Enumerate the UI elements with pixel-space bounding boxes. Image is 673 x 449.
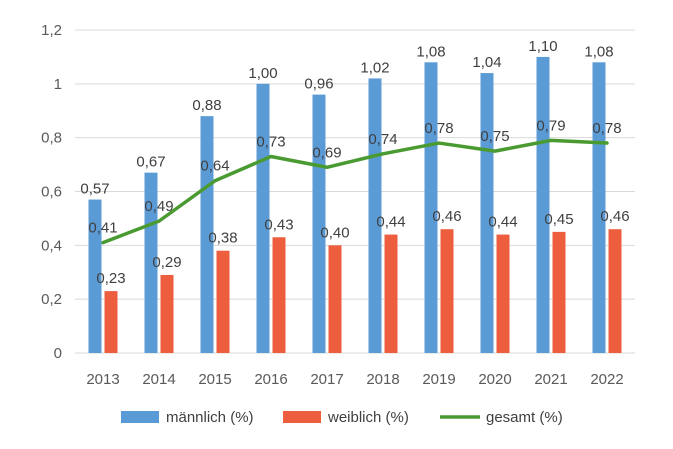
data-label-weiblich: 0,40 xyxy=(320,224,349,241)
data-label-gesamt: 0,78 xyxy=(424,120,453,137)
x-tick-label: 2019 xyxy=(422,371,455,388)
line-series xyxy=(101,138,609,245)
data-label-gesamt: 0,75 xyxy=(480,128,509,145)
data-label-maennlich: 0,57 xyxy=(80,181,109,198)
bar-weiblich xyxy=(608,229,622,353)
data-label-gesamt: 0,78 xyxy=(592,120,621,137)
data-label-maennlich: 1,00 xyxy=(248,65,277,82)
data-label-weiblich: 0,45 xyxy=(544,211,573,228)
x-tick-label: 2022 xyxy=(590,371,623,388)
bar-weiblich xyxy=(552,231,566,353)
y-axis: 0 0,2 0,4 0,6 0,8 1 1,2 xyxy=(41,22,62,362)
legend: männlich (%) weiblich (%) gesamt (%) xyxy=(121,409,563,426)
data-labels: 0,57 0,23 0,41 0,67 0,29 0,49 0,88 0,38 0,64 1,00… xyxy=(80,38,629,287)
y-tick-label: 0 xyxy=(54,345,62,362)
bar-maennlich xyxy=(200,116,214,353)
data-label-weiblich: 0,23 xyxy=(96,270,125,287)
x-tick-label: 2020 xyxy=(478,371,511,388)
legend-swatch-maennlich xyxy=(121,411,159,423)
data-label-weiblich: 0,46 xyxy=(432,208,461,225)
data-label-weiblich: 0,46 xyxy=(600,208,629,225)
data-label-gesamt: 0,74 xyxy=(368,131,397,148)
bars xyxy=(88,56,622,354)
bar-weiblich xyxy=(216,250,230,353)
x-tick-label: 2021 xyxy=(534,371,567,388)
bar-maennlich xyxy=(144,172,158,353)
bar-maennlich xyxy=(256,83,270,353)
data-label-maennlich: 1,08 xyxy=(584,43,613,60)
data-label-maennlich: 0,67 xyxy=(136,154,165,171)
y-tick-label: 1 xyxy=(54,76,62,93)
legend-label-maennlich: männlich (%) xyxy=(166,409,254,426)
y-tick-label: 0,8 xyxy=(41,130,62,147)
bar-maennlich xyxy=(536,56,550,354)
bar-maennlich xyxy=(424,62,438,354)
data-label-weiblich: 0,44 xyxy=(488,214,517,231)
y-tick-label: 0,4 xyxy=(41,237,62,254)
bar-weiblich xyxy=(160,274,174,353)
x-tick-label: 2014 xyxy=(142,371,175,388)
y-tick-label: 0,2 xyxy=(41,291,62,308)
x-tick-label: 2016 xyxy=(254,371,287,388)
data-label-maennlich: 0,96 xyxy=(304,76,333,93)
bar-weiblich xyxy=(384,234,398,353)
y-tick-label: 0,6 xyxy=(41,184,62,201)
bar-maennlich xyxy=(312,94,326,353)
bar-maennlich xyxy=(480,73,494,354)
data-label-maennlich: 1,08 xyxy=(416,43,445,60)
data-label-maennlich: 1,10 xyxy=(528,38,557,55)
x-tick-label: 2013 xyxy=(86,371,119,388)
bar-weiblich xyxy=(496,234,510,353)
data-label-gesamt: 0,41 xyxy=(88,220,117,237)
x-tick-label: 2018 xyxy=(366,371,399,388)
bar-maennlich xyxy=(592,62,606,354)
data-label-maennlich: 1,02 xyxy=(360,59,389,76)
x-tick-label: 2015 xyxy=(198,371,231,388)
bar-maennlich xyxy=(368,78,382,353)
legend-swatch-weiblich xyxy=(283,411,321,423)
legend-label-gesamt: gesamt (%) xyxy=(486,409,563,426)
bar-weiblich xyxy=(272,237,286,353)
x-axis: 2013 2014 2015 2016 2017 2018 2019 2020 2021 2022 xyxy=(86,371,623,388)
data-label-maennlich: 1,04 xyxy=(472,54,501,71)
data-label-gesamt: 0,69 xyxy=(312,144,341,161)
data-label-weiblich: 0,38 xyxy=(208,230,237,247)
legend-label-weiblich: weiblich (%) xyxy=(327,409,409,426)
line-gesamt xyxy=(101,138,609,245)
data-label-gesamt: 0,79 xyxy=(536,117,565,134)
data-label-gesamt: 0,49 xyxy=(144,198,173,215)
data-label-weiblich: 0,44 xyxy=(376,214,405,231)
data-label-gesamt: 0,64 xyxy=(200,158,229,175)
gridlines xyxy=(75,29,635,354)
y-tick-label: 1,2 xyxy=(41,22,62,39)
bar-weiblich xyxy=(328,245,342,353)
data-label-gesamt: 0,73 xyxy=(256,134,285,151)
x-tick-label: 2017 xyxy=(310,371,343,388)
data-label-maennlich: 0,88 xyxy=(192,97,221,114)
bar-weiblich xyxy=(104,291,118,353)
bar-maennlich xyxy=(88,199,102,353)
data-label-weiblich: 0,29 xyxy=(152,254,181,271)
bar-weiblich xyxy=(440,229,454,353)
data-label-weiblich: 0,43 xyxy=(264,216,293,233)
